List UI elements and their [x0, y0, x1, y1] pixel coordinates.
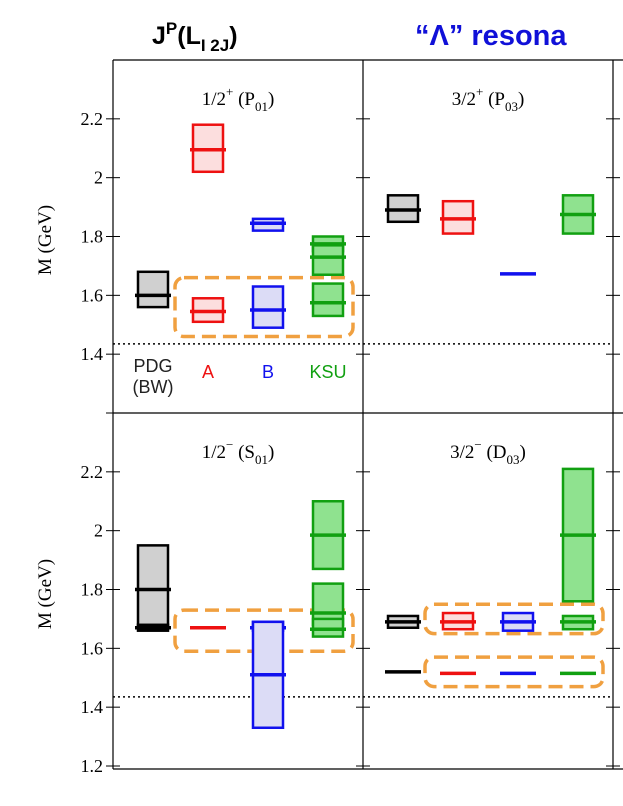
state-band-b [251, 285, 285, 329]
highlight-box [173, 275, 355, 339]
panels: 1/2+ (P01) 3/2+ (P03) 1/2− (S01) 3/2− (D03) [113, 84, 613, 730]
panel-3: 3/2− (D03) [363, 437, 613, 698]
y-tick-label: 2.2 [81, 109, 104, 129]
legend-label-b: B [262, 362, 274, 382]
panel-title: 3/2+ (P03) [452, 84, 525, 114]
y-tick-label: 1.4 [81, 697, 104, 717]
highlight-box [423, 602, 605, 636]
state-band-ksu [311, 244, 345, 276]
y-axis-ticks: 1.4 1.6 1.8 2 2.2 1.2 1.4 1.6 1.8 2 2.2 [81, 109, 620, 776]
legend-label-a: A [202, 362, 214, 382]
y-tick-label: 2 [94, 521, 103, 541]
y-tick-label: 1.4 [81, 344, 104, 364]
y-axis-label-top: M (GeV) [35, 205, 56, 275]
panel-2: 1/2− (S01) [113, 437, 363, 730]
jp-heading: JP(LI 2J) [152, 19, 238, 55]
legend: PDG (BW) A B KSU [133, 356, 347, 397]
y-tick-label: 1.2 [81, 756, 104, 776]
y-tick-label: 2 [94, 168, 103, 188]
highlight-box [423, 655, 605, 689]
panel-title: 1/2− (S01) [202, 437, 275, 467]
state-band-pdg [136, 270, 170, 309]
panel-0: 1/2+ (P01) [113, 84, 363, 345]
state-band-ksu [311, 282, 345, 318]
y-axis-label-bottom: M (GeV) [35, 559, 56, 629]
y-tick-label: 2.2 [81, 462, 104, 482]
y-tick-label: 1.6 [81, 285, 104, 305]
panel-title: 1/2+ (P01) [202, 84, 275, 114]
legend-label-ksu: KSU [309, 362, 346, 382]
state-band-pdg [136, 544, 170, 629]
panel-title: 3/2− (D03) [450, 437, 526, 467]
y-tick-label: 1.8 [81, 227, 104, 247]
y-tick-label: 1.6 [81, 638, 104, 658]
panel-1: 3/2+ (P03) [363, 84, 613, 345]
y-tick-label: 1.8 [81, 580, 104, 600]
plot-frame [112, 59, 623, 770]
lambda-resonance-heading: “Λ” resona [415, 20, 567, 52]
legend-label-pdg: PDG (BW) [133, 356, 174, 397]
